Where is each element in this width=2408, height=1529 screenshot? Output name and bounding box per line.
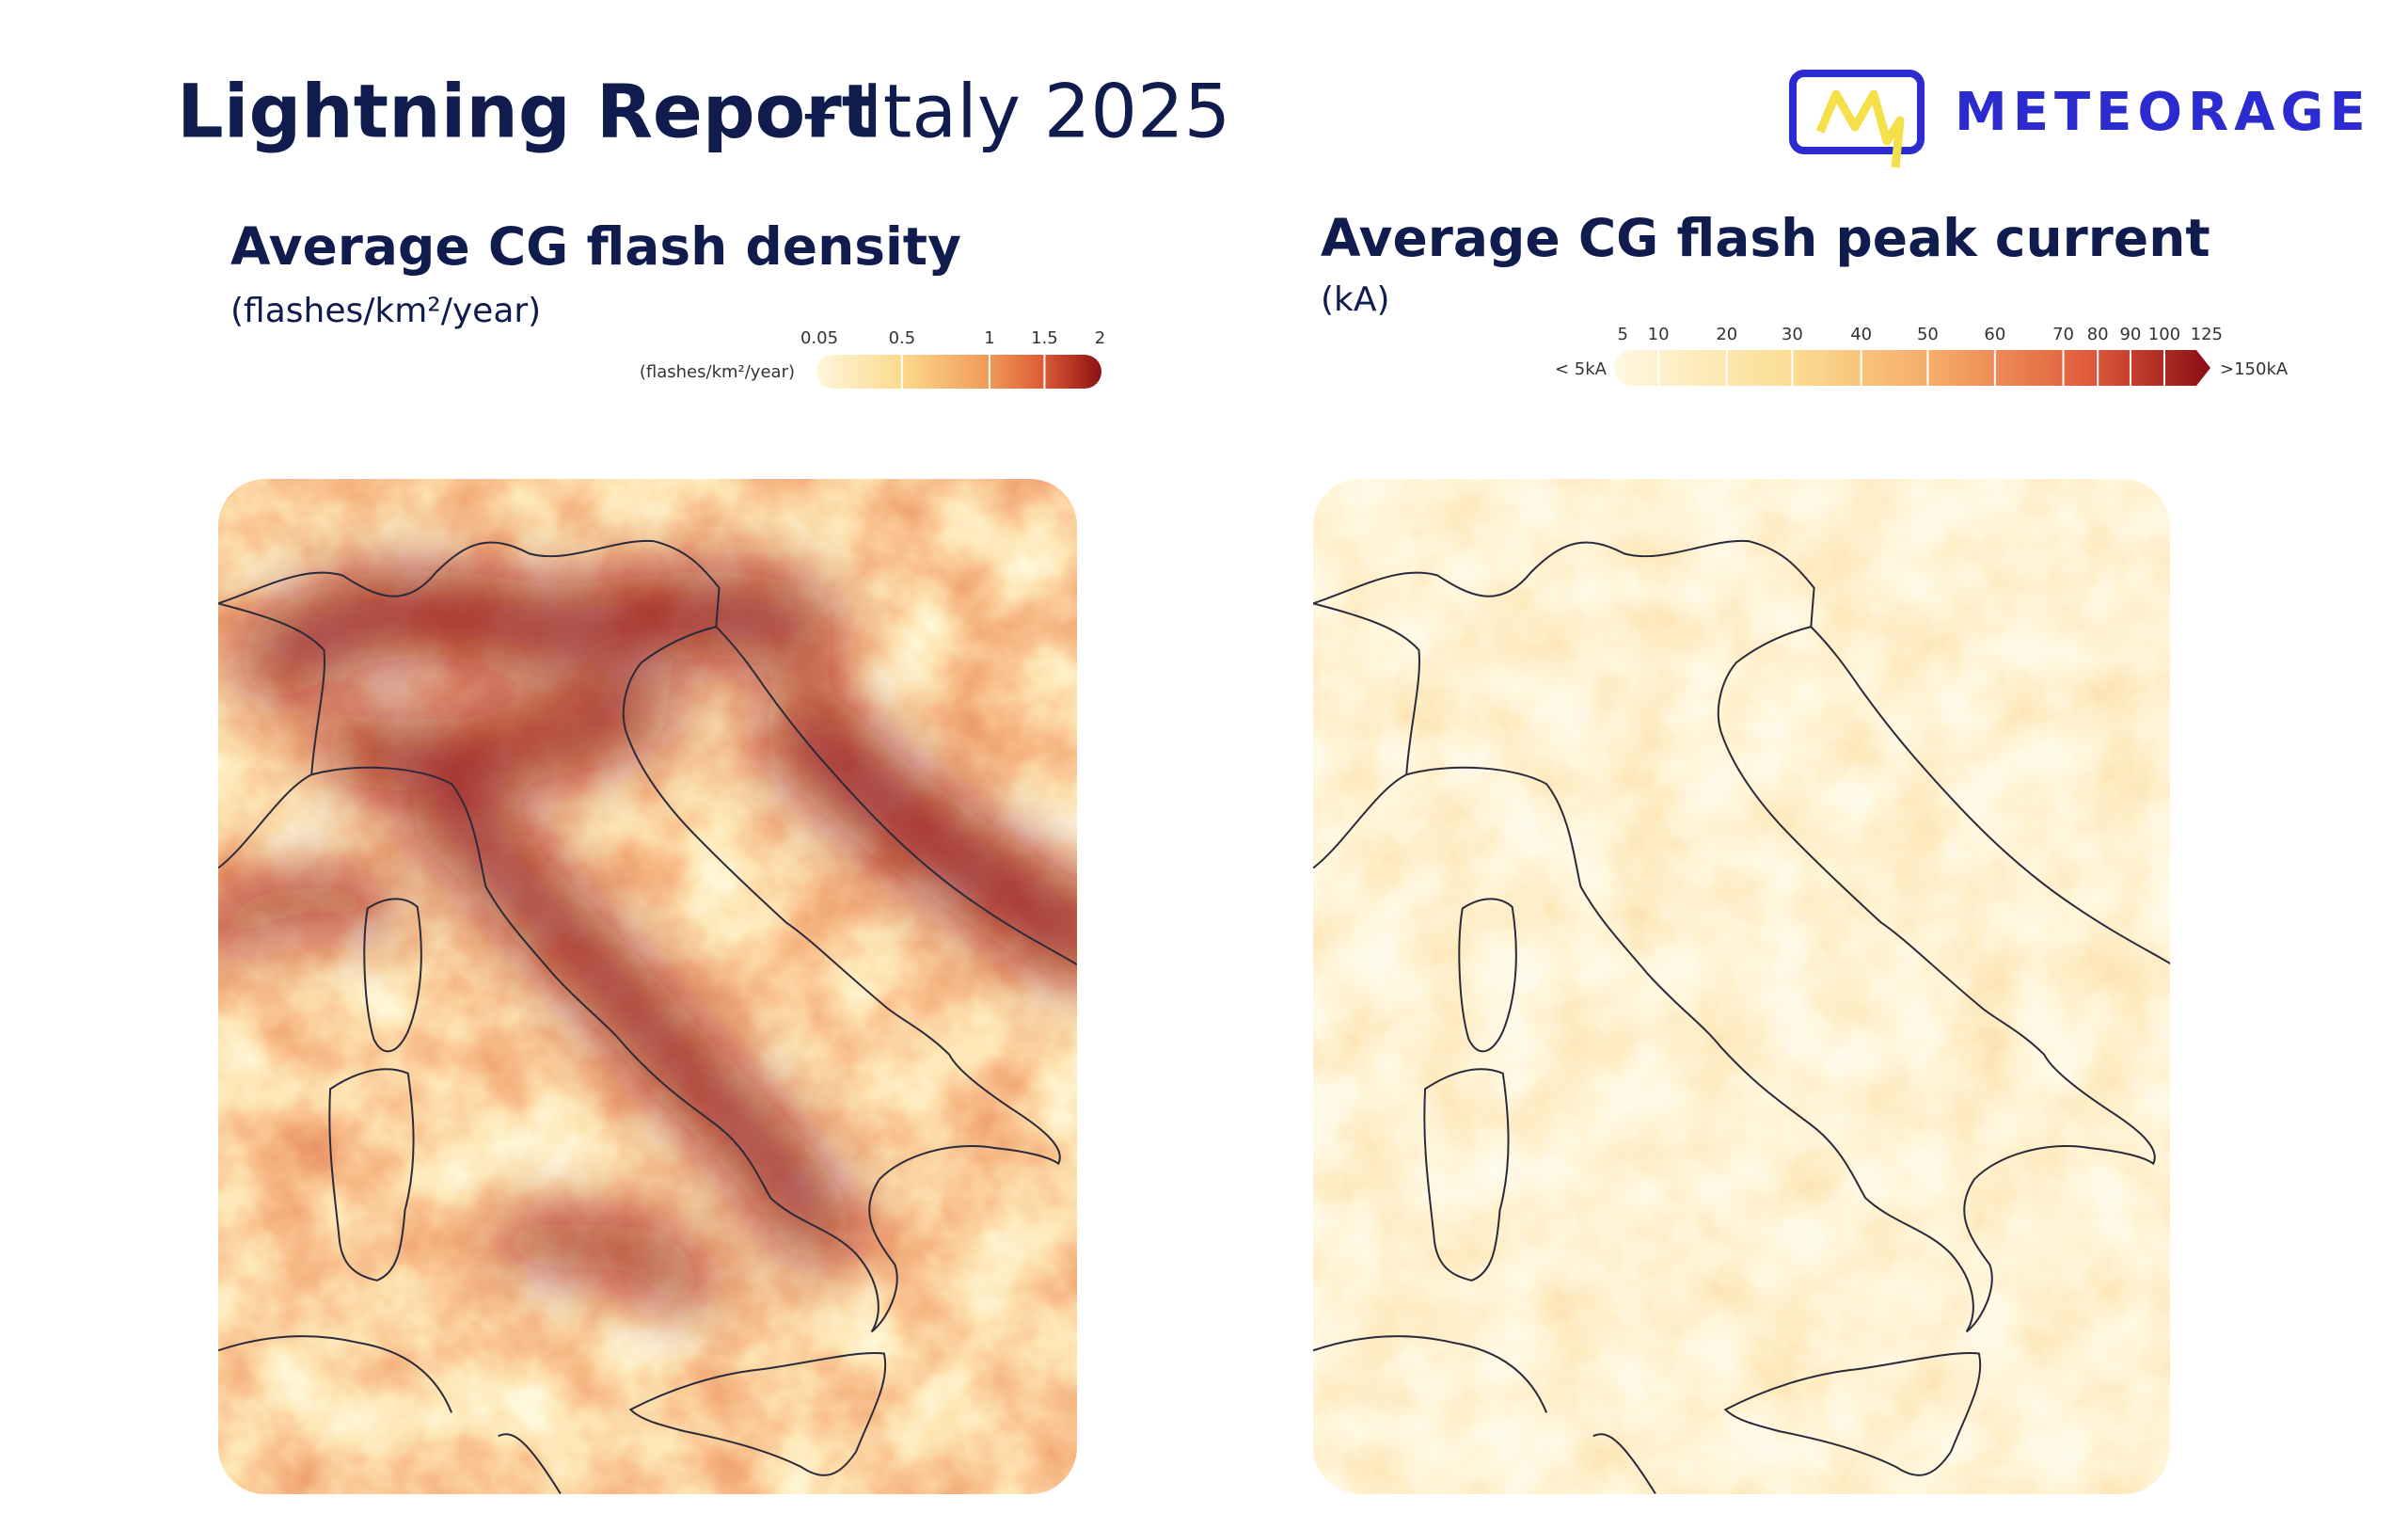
- legend-tick-label: 20: [1716, 325, 1737, 344]
- colorbar: [816, 355, 1101, 389]
- legend-tick-label: 70: [2052, 325, 2074, 344]
- colorbar: [1614, 350, 2210, 386]
- legend-tick-label: 5: [1617, 325, 1627, 344]
- legend-tick-label: 60: [1984, 325, 2005, 344]
- legend-tick-label: 1.5: [1031, 328, 1058, 348]
- density-map: [218, 479, 1077, 1494]
- legend: (flashes/km²/year) 0.05 0.5 1 1.5 2: [640, 328, 1105, 389]
- legend-tick-label: 1: [984, 328, 994, 348]
- legend-max-label: >150kA: [2220, 359, 2289, 379]
- legend-tick-label: 80: [2087, 325, 2109, 344]
- legend-tick-label: 100: [2148, 325, 2180, 344]
- legend-min-label: < 5kA: [1555, 359, 1608, 379]
- legend-tick-label: 50: [1917, 325, 1939, 344]
- legend-tick-label: 0.5: [889, 328, 916, 348]
- legend-tick-label: 125: [2191, 325, 2223, 344]
- legend-tick-label: 90: [2119, 325, 2141, 344]
- legend-tick-label: 40: [1850, 325, 1872, 344]
- logo-text: METEORAGE: [1955, 82, 2371, 143]
- report-subtitle: – Italy 2025: [801, 70, 1230, 154]
- panel-unit: (kA): [1321, 280, 1390, 319]
- legend-unit: (flashes/km²/year): [640, 362, 795, 382]
- panel-title: Average CG flash peak current: [1321, 208, 2210, 268]
- panel-title: Average CG flash density: [230, 216, 961, 277]
- report-title: Lightning Report: [177, 70, 877, 154]
- logo: METEORAGE: [1789, 70, 2371, 168]
- peak-current-map: [1313, 479, 2170, 1494]
- panel-unit: (flashes/km²/year): [230, 292, 541, 330]
- legend-tick-label: 10: [1648, 325, 1670, 344]
- legend-tick-label: 0.05: [800, 328, 838, 348]
- legend-tick-label: 30: [1782, 325, 1803, 344]
- legend-tick-label: 2: [1095, 328, 1105, 348]
- legend: < 5kA >150kA 5 10 20 30 40 50 60 70 80 90 100 125: [1555, 325, 2289, 386]
